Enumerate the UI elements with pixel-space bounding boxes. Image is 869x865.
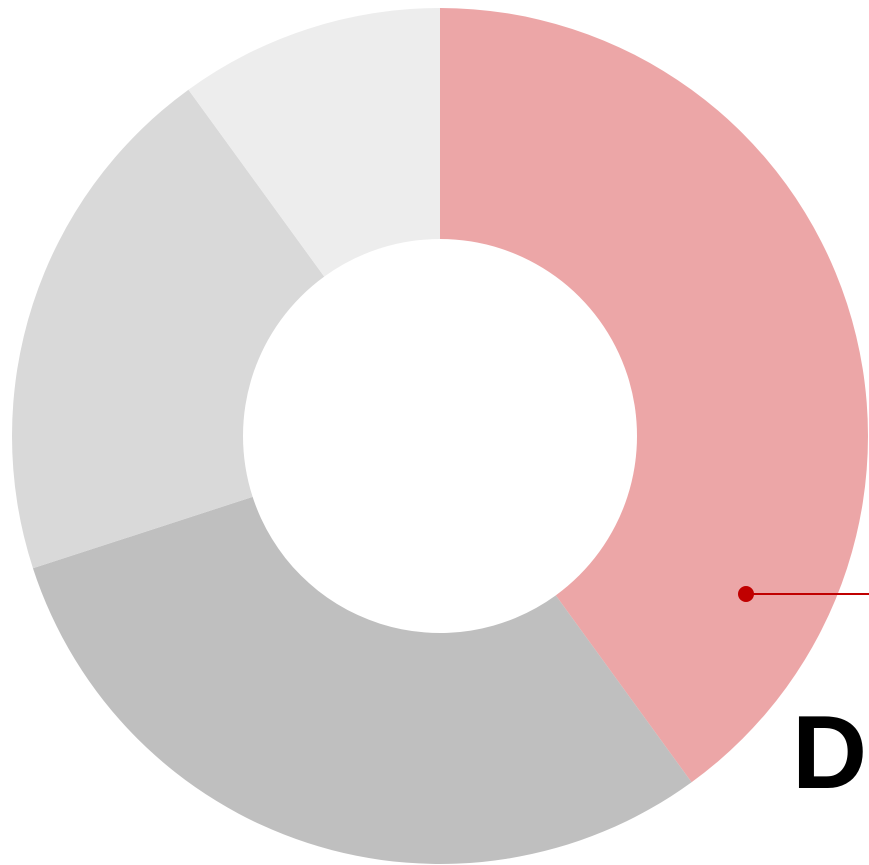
donut-slice [11,89,325,569]
donut-slice [440,8,868,783]
annotation-label: D [792,695,867,811]
donut-slice [188,8,440,277]
donut-slice [32,496,692,864]
donut [11,8,868,864]
annotation-dot [738,586,754,602]
